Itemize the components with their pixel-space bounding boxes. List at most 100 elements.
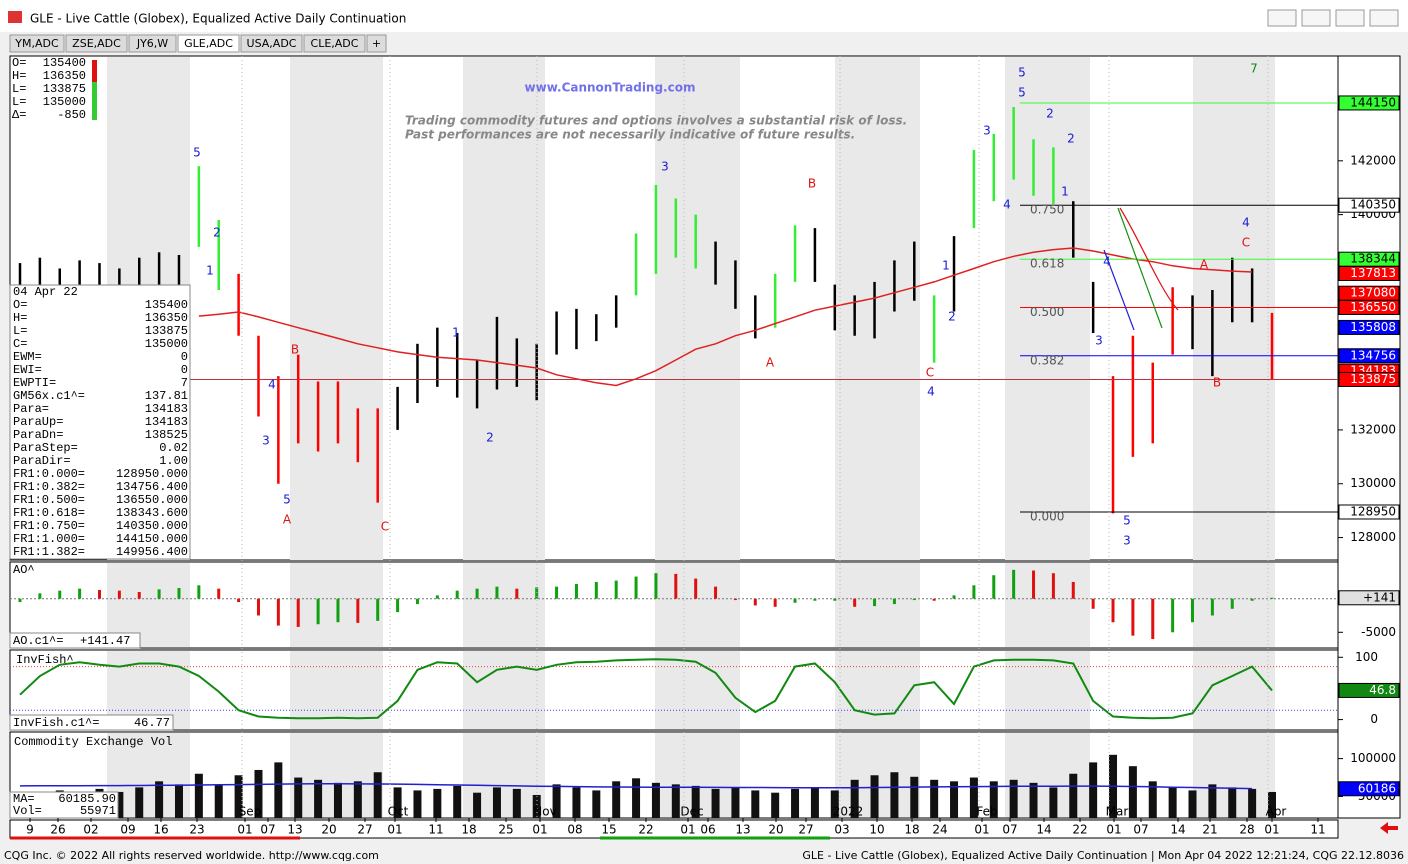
tab-label[interactable]: USA,ADC [247,37,297,50]
footer-left: CQG Inc. © 2022 All rights reserved worl… [4,849,379,862]
value-tag-label: 60186 [1358,781,1396,795]
session-band [1193,57,1275,560]
maximize-button[interactable] [1335,9,1365,27]
volume-bar [632,778,641,818]
data-window-key: EWPTI= [13,376,56,390]
wave-label: C [381,520,389,534]
readout-box [9,791,119,819]
x-tick-label: 01 [387,823,402,837]
data-window-value: 1.00 [159,454,188,468]
wave-label: 3 [661,160,669,174]
x-tick-label: 09 [120,823,135,837]
data-window-value: 128950.000 [116,467,188,481]
volume-bar [194,773,203,818]
data-window-value: 144150.000 [116,532,188,546]
x-tick-label: 07 [260,823,275,837]
readout-value: +141.47 [80,634,130,648]
tab-label[interactable]: ZSE,ADC [72,37,121,50]
data-window-key: H= [13,311,27,325]
session-band [290,651,383,729]
readout-value: 60185.90 [58,792,116,806]
fib-label: 0.382 [1030,353,1064,367]
wave-label: 3 [1123,534,1131,548]
tab-label[interactable]: CLE,ADC [311,37,359,50]
x-tick-label: 9 [26,823,34,837]
x-tick-label: 01 [680,823,695,837]
wave-label: 5 [1018,86,1026,100]
volume-bar [1148,781,1157,818]
tab[interactable] [177,34,240,53]
x-tick-label: 18 [904,823,919,837]
tab[interactable] [128,34,177,53]
readout-box [9,714,174,731]
data-window-value: 0.02 [159,441,188,455]
x-tick-label: 18 [461,823,476,837]
wave-label: B [1213,376,1221,390]
ohlc-key: H= [12,69,26,83]
price-tag [1338,95,1400,111]
data-window-key: Para= [13,402,49,416]
price-tag [1338,504,1400,520]
volume-bar [135,787,144,818]
data-window-key: FR1:0.500= [13,493,85,507]
wave-label: 1 [452,326,460,340]
x-tick-label: 13 [735,823,750,837]
close-button[interactable] [1369,9,1399,27]
tab-label[interactable]: GLE,ADC [184,37,233,50]
x-tick-label: 23 [189,823,204,837]
x-tick-label: 10 [869,823,884,837]
volume-bar [731,787,740,818]
footer-right: GLE - Live Cattle (Globex), Equalized Ac… [802,849,1404,862]
tab-label[interactable]: + [372,37,381,50]
price-tag-label: 137080 [1350,286,1396,300]
link-button[interactable] [1267,9,1297,27]
data-window-key: O= [13,298,27,312]
tab[interactable] [303,34,366,53]
ohlc-key: L= [12,95,26,109]
tab-label[interactable]: JY6,W [136,37,168,50]
session-band [835,651,920,729]
x-tick-label: 11 [428,823,443,837]
moving-average [198,247,1253,387]
wave-label: 5 [1123,514,1131,528]
session-band [1005,563,1090,647]
session-band [463,651,545,729]
tab[interactable] [240,34,303,53]
readout-value: 55971 [80,804,116,818]
tab[interactable] [9,34,65,53]
data-window-date: 04 Apr 22 [13,285,78,299]
volume-bar [115,791,124,818]
data-window-value: 140350.000 [116,519,188,533]
volume-bar [830,790,839,818]
x-tick-label: 07 [1133,823,1148,837]
data-window-key: ParaDir= [13,454,71,468]
readout-key: AO.c1^= [13,634,63,648]
data-window-value: 149956.400 [116,545,188,559]
data-window-value: 138343.600 [116,506,188,520]
x-tick-label: 15 [601,823,616,837]
x-tick-label: 20 [768,823,783,837]
data-window-key: ParaDn= [13,428,63,442]
volume-bar [373,772,382,818]
x-tick-label: 01 [974,823,989,837]
volume-bar [214,785,223,818]
data-window-key: ParaUp= [13,415,63,429]
tab[interactable] [366,34,387,53]
scroll-arrow[interactable] [1380,822,1398,834]
data-window-value: 135000 [145,337,188,351]
minimize-button[interactable] [1301,9,1331,27]
panel-title: InvFish^ [16,653,74,667]
wave-label: 4 [1003,198,1011,212]
tab[interactable] [65,34,128,53]
session-band [463,57,545,560]
x-tick-label: 27 [798,823,813,837]
ohlc-key: O= [12,56,26,70]
price-tag-label: 137813 [1350,266,1396,280]
wave-label: A [766,356,775,370]
x-tick-label: 21 [1202,823,1217,837]
tab-label[interactable]: YM,ADC [14,37,59,50]
price-tag-label: 140350 [1350,198,1396,212]
ohlc-value: 133875 [43,82,86,96]
month-label: Nov [533,805,556,819]
